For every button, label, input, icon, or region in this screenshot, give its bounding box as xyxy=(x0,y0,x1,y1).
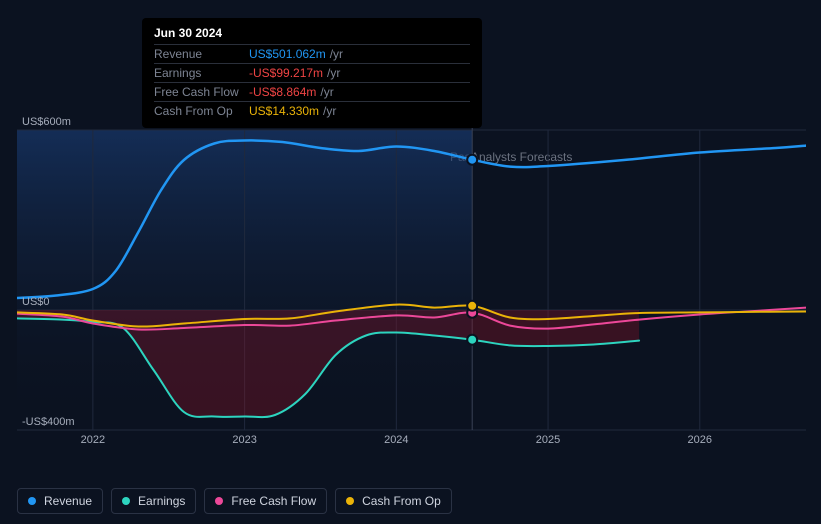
chart-legend: Revenue Earnings Free Cash Flow Cash From O… xyxy=(17,488,452,514)
legend-label: Free Cash Flow xyxy=(231,494,316,508)
tooltip-date: Jun 30 2024 xyxy=(154,26,470,44)
legend-item-revenue[interactable]: Revenue xyxy=(17,488,103,514)
y-axis-tick-label: -US$400m xyxy=(22,416,75,428)
tooltip-row: Cash From OpUS$14.330m/yr xyxy=(154,101,470,120)
tooltip-unit: /yr xyxy=(327,66,340,80)
tooltip-metric-label: Cash From Op xyxy=(154,104,249,118)
tooltip-unit: /yr xyxy=(323,104,336,118)
x-axis-tick-label: 2026 xyxy=(688,434,712,446)
legend-item-earnings[interactable]: Earnings xyxy=(111,488,196,514)
tooltip-metric-value: -US$99.217m xyxy=(249,66,323,80)
y-axis-tick-label: US$600m xyxy=(22,116,71,128)
legend-label: Earnings xyxy=(138,494,185,508)
tooltip-unit: /yr xyxy=(330,47,343,61)
tooltip-row: RevenueUS$501.062m/yr xyxy=(154,44,470,63)
legend-item-cfo[interactable]: Cash From Op xyxy=(335,488,452,514)
y-axis-tick-label: US$0 xyxy=(22,296,50,308)
tooltip-metric-value: -US$8.864m xyxy=(249,85,316,99)
legend-dot-icon xyxy=(122,497,130,505)
legend-dot-icon xyxy=(346,497,354,505)
earnings-revenue-chart[interactable] xyxy=(17,120,806,470)
tooltip-metric-label: Free Cash Flow xyxy=(154,85,249,99)
tooltip-metric-value: US$501.062m xyxy=(249,47,326,61)
legend-item-fcf[interactable]: Free Cash Flow xyxy=(204,488,327,514)
tooltip-unit: /yr xyxy=(320,85,333,99)
tooltip-metric-value: US$14.330m xyxy=(249,104,319,118)
x-axis-tick-label: 2025 xyxy=(536,434,560,446)
x-axis-tick-label: 2024 xyxy=(384,434,408,446)
legend-label: Revenue xyxy=(44,494,92,508)
x-axis-tick-label: 2023 xyxy=(232,434,256,446)
x-axis-tick-label: 2022 xyxy=(81,434,105,446)
legend-dot-icon xyxy=(28,497,36,505)
tooltip-row: Free Cash Flow-US$8.864m/yr xyxy=(154,82,470,101)
tooltip-row: Earnings-US$99.217m/yr xyxy=(154,63,470,82)
legend-dot-icon xyxy=(215,497,223,505)
chart-tooltip: Jun 30 2024 RevenueUS$501.062m/yrEarning… xyxy=(142,18,482,128)
tooltip-metric-label: Earnings xyxy=(154,66,249,80)
tooltip-metric-label: Revenue xyxy=(154,47,249,61)
legend-label: Cash From Op xyxy=(362,494,441,508)
